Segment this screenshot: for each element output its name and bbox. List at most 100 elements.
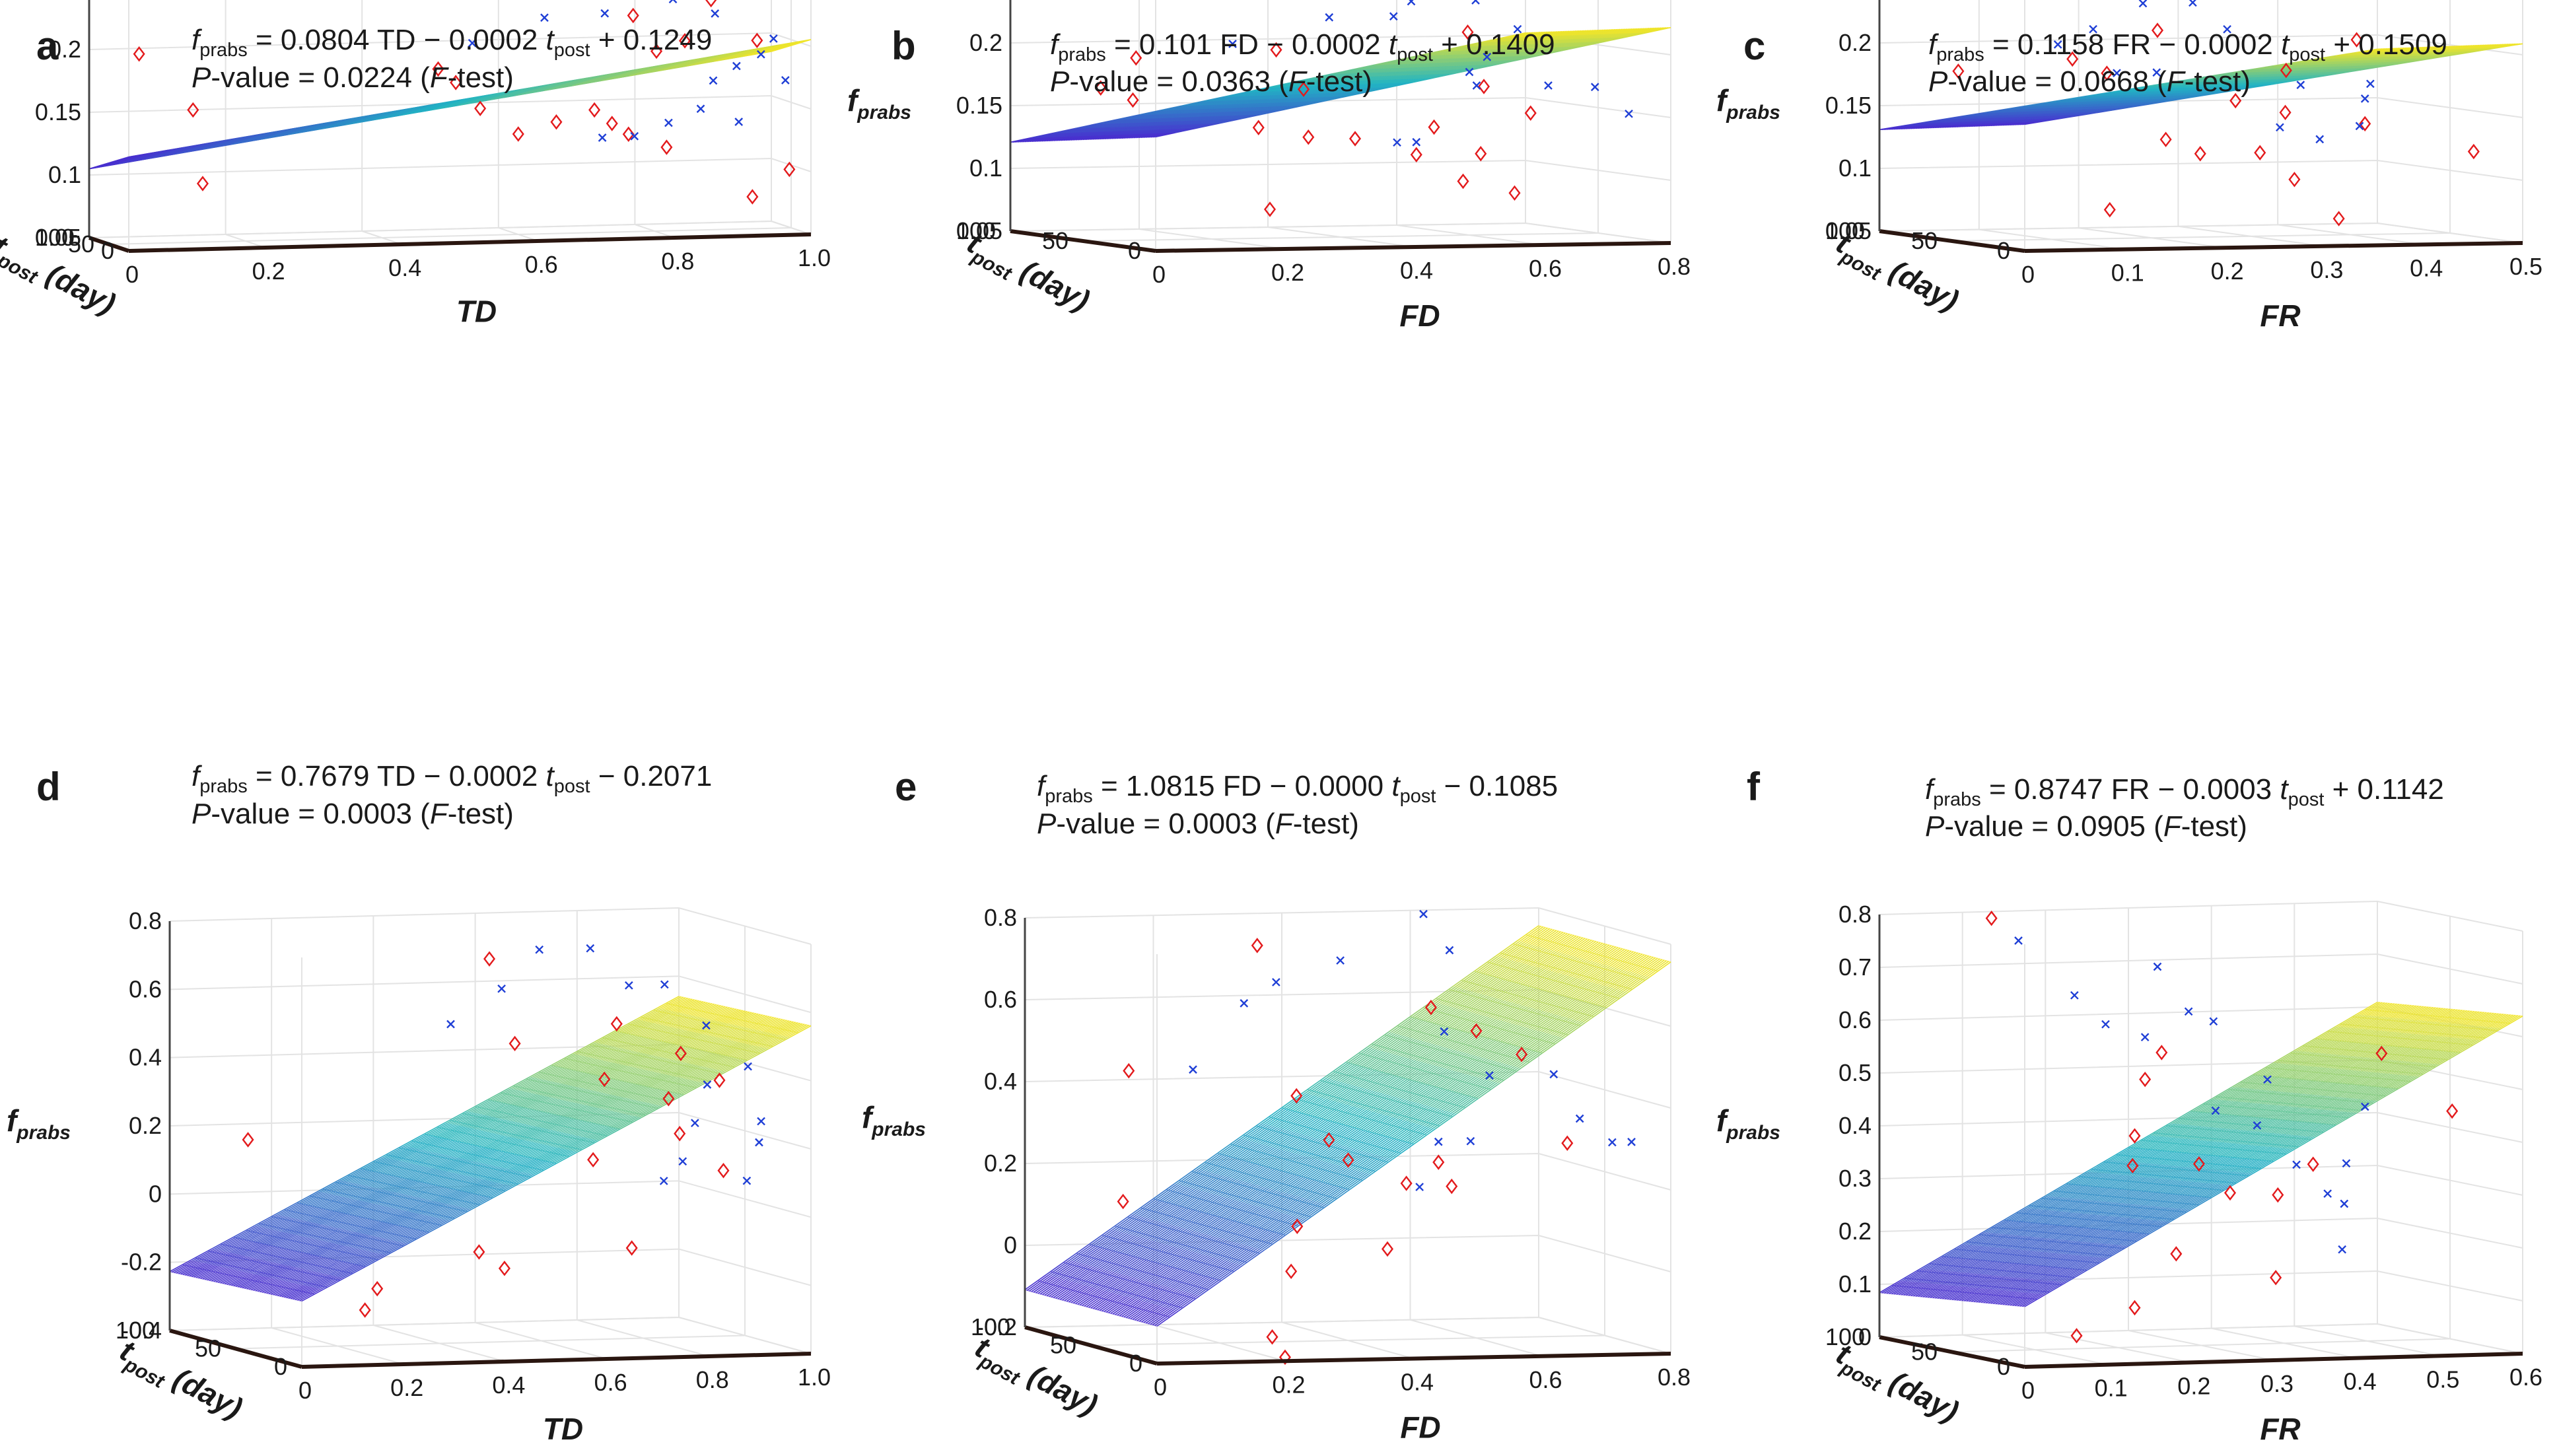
data-point-predicted bbox=[540, 13, 549, 22]
z-tick-label: 0.2 bbox=[1839, 29, 1872, 56]
z-tick-label: 0.1 bbox=[1839, 155, 1872, 182]
data-point-observed bbox=[679, 33, 691, 49]
surface-line bbox=[174, 149, 203, 155]
data-point-observed bbox=[1410, 147, 1422, 162]
data-point-observed bbox=[550, 114, 563, 130]
data-point-observed bbox=[474, 100, 487, 116]
x-tick-label: 0.1 bbox=[2111, 260, 2144, 287]
surface-line bbox=[515, 83, 555, 96]
data-point-observed bbox=[2288, 172, 2301, 188]
x-axis-line bbox=[128, 232, 812, 253]
z-tick-label: 0.15 bbox=[956, 92, 1002, 119]
surface-line bbox=[413, 100, 453, 114]
z-axis-label: fprabs bbox=[1716, 83, 1780, 123]
axes bbox=[88, 0, 812, 253]
x-tick-label: 0 bbox=[125, 261, 139, 288]
data-point-predicted bbox=[2189, 0, 2197, 7]
surface-line bbox=[328, 115, 368, 129]
surface-line bbox=[583, 71, 624, 85]
data-point-predicted bbox=[468, 38, 477, 48]
regression-equation: fprabs = 0.101 FD − 0.0002 tpost + 0.140… bbox=[1050, 28, 1555, 65]
x-tick-label: 0.6 bbox=[525, 251, 558, 278]
data-point-observed bbox=[1475, 146, 1487, 162]
surface-line bbox=[208, 135, 249, 149]
z-tick-label: 0.15 bbox=[1825, 92, 1872, 119]
data-point-predicted bbox=[734, 118, 744, 126]
data-point-observed bbox=[2103, 201, 2116, 218]
data-point-observed bbox=[196, 176, 209, 191]
surface-line bbox=[225, 133, 265, 146]
data-point-predicted bbox=[2138, 0, 2148, 8]
panel-d: 0 0.2 0.4 0.6 0.8 1.0050100-0.4-0.200.20.40.6… bbox=[7, 760, 831, 1446]
surface-line bbox=[140, 147, 180, 161]
surface-line bbox=[157, 145, 197, 158]
surface-line bbox=[242, 129, 283, 143]
surface-line bbox=[447, 94, 487, 108]
surface-line bbox=[617, 65, 658, 79]
data-point-observed bbox=[650, 43, 663, 59]
surface-line bbox=[430, 98, 470, 111]
surface-line bbox=[396, 103, 437, 117]
surface-line bbox=[191, 139, 232, 152]
surface-line bbox=[361, 109, 402, 123]
surface-line bbox=[600, 75, 629, 82]
x-tick-label: 0.4 bbox=[1400, 257, 1433, 284]
data-point-predicted bbox=[2296, 81, 2305, 89]
panel-c: 00.10.20.30.40.50501000.050.10.150.20.25… bbox=[1716, 0, 2542, 333]
data-point-observed bbox=[2194, 146, 2206, 162]
data-point-observed bbox=[512, 126, 524, 142]
panel-label: b bbox=[892, 24, 916, 68]
data-point-observed bbox=[588, 102, 601, 118]
x-tick-label: 0.8 bbox=[661, 248, 694, 275]
panel-a: 00.20.40.60.81.00501000.050.10.150.20.25… bbox=[0, 0, 831, 329]
y-tick-label: 0 bbox=[1997, 237, 2010, 264]
data-point-observed bbox=[1428, 119, 1440, 135]
data-point-predicted bbox=[757, 50, 765, 59]
regression-equation: fprabs = 0.0804 TD − 0.0002 tpost + 0.12… bbox=[192, 24, 712, 61]
surface-line bbox=[753, 42, 794, 55]
surface-line bbox=[123, 151, 163, 164]
x-axis-line bbox=[2024, 241, 2523, 253]
y-axis-line bbox=[88, 236, 129, 253]
y-tick-label: 100 bbox=[35, 224, 75, 251]
y-tick-label: 0 bbox=[101, 237, 114, 264]
surface-line bbox=[276, 124, 317, 137]
panel-label: a bbox=[36, 24, 59, 68]
surface-line bbox=[430, 104, 459, 111]
data-point-predicted bbox=[664, 118, 673, 127]
data-point-observed bbox=[2467, 143, 2480, 160]
data-point-predicted bbox=[1544, 81, 1553, 90]
x-tick-label: 0.2 bbox=[2211, 258, 2244, 285]
data-point-predicted bbox=[598, 133, 607, 142]
data-point-predicted bbox=[769, 34, 778, 43]
surface-line bbox=[685, 53, 726, 67]
regression-surface bbox=[88, 39, 812, 170]
p-value-text: P-value = 0.0224 (F-test) bbox=[192, 61, 514, 94]
z-axis-label: fprabs bbox=[847, 83, 911, 123]
data-point-observed bbox=[2254, 145, 2266, 160]
data-point-observed bbox=[606, 116, 618, 131]
z-tick-label: 0.1 bbox=[969, 155, 1002, 182]
grid-line-y-floor bbox=[235, 1335, 746, 1350]
grid-line-z bbox=[1010, 96, 1671, 118]
data-point-predicted bbox=[732, 61, 741, 71]
grid-line-y-floor bbox=[88, 221, 772, 238]
x-axis-label: FR bbox=[2260, 298, 2300, 333]
surface-line bbox=[771, 39, 812, 52]
series-observed bbox=[133, 0, 796, 205]
grid-line-z bbox=[1010, 159, 1671, 181]
data-point-predicted bbox=[630, 131, 639, 141]
z-tick-label: 0.15 bbox=[35, 98, 81, 125]
surface-line bbox=[481, 88, 522, 102]
data-point-predicted bbox=[711, 9, 720, 18]
surface-line bbox=[345, 112, 385, 125]
series-predicted bbox=[468, 0, 790, 142]
data-point-observed bbox=[187, 102, 199, 118]
surface-line bbox=[685, 60, 715, 67]
y-tick-label: 50 bbox=[1042, 227, 1068, 254]
data-point-predicted bbox=[2315, 135, 2325, 144]
x-tick-label: 0.6 bbox=[1529, 255, 1562, 282]
x-tick-label: 1.0 bbox=[798, 244, 831, 271]
data-point-observed bbox=[1349, 131, 1362, 147]
surface-line bbox=[174, 141, 215, 155]
